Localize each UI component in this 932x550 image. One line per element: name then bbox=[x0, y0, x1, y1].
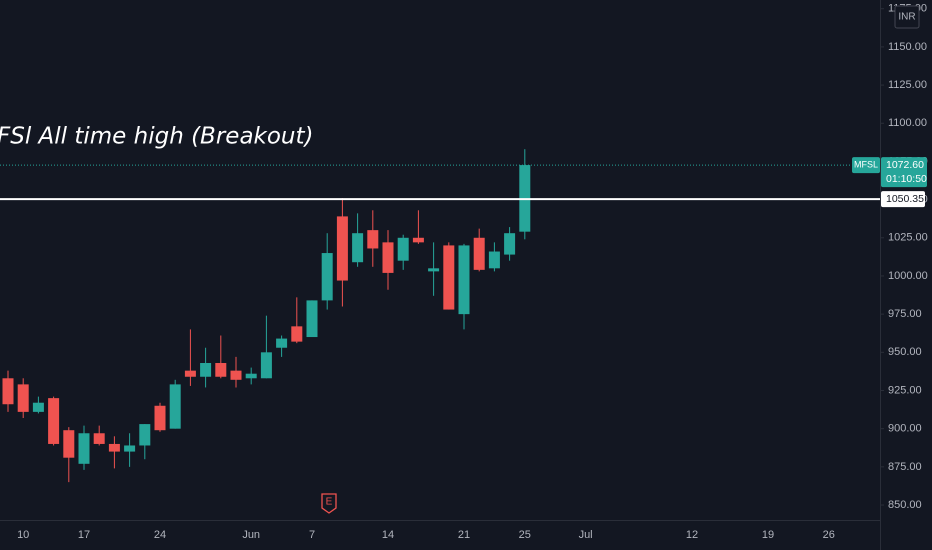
candle-body bbox=[124, 445, 136, 452]
y-tick-label: 850.00 bbox=[888, 499, 922, 511]
candle-body bbox=[63, 430, 75, 458]
candle-body bbox=[230, 370, 242, 380]
candle-body bbox=[336, 216, 348, 281]
candle-body bbox=[428, 268, 440, 272]
symbol-tag bbox=[852, 157, 880, 174]
x-tick-label: 12 bbox=[686, 529, 698, 541]
candle-body bbox=[473, 237, 485, 270]
x-tick-label: Jul bbox=[579, 529, 593, 541]
candle-body bbox=[2, 378, 14, 405]
candle-body bbox=[412, 237, 424, 243]
x-tick-label: 17 bbox=[78, 529, 90, 541]
y-tick-label: 875.00 bbox=[888, 461, 922, 473]
y-tick-label: 1025.00 bbox=[888, 232, 928, 244]
x-tick-label: 24 bbox=[154, 529, 166, 541]
x-tick-label: 14 bbox=[382, 529, 394, 541]
x-tick-label: 7 bbox=[309, 529, 315, 541]
candle-body bbox=[108, 443, 120, 452]
y-tick-label: 1000.00 bbox=[888, 270, 928, 282]
candle-body bbox=[78, 433, 90, 464]
annotation: FSl All time high (Breakout) bbox=[0, 124, 314, 150]
candle-body bbox=[245, 373, 257, 379]
plot-area bbox=[2, 149, 531, 483]
candle-body bbox=[184, 370, 196, 377]
candle-body bbox=[397, 237, 409, 261]
currency-label: INR bbox=[898, 12, 915, 23]
y-tick-label: 1125.00 bbox=[888, 79, 927, 91]
candle-body bbox=[260, 352, 272, 379]
candle-body bbox=[306, 300, 318, 338]
candle-body bbox=[32, 402, 44, 412]
candle-body bbox=[169, 384, 181, 429]
candle-body bbox=[321, 253, 333, 301]
candle-body bbox=[17, 384, 29, 412]
candle-body bbox=[352, 233, 364, 263]
x-tick-label: Jun bbox=[242, 529, 260, 541]
x-tick-label: 21 bbox=[458, 529, 470, 541]
x-tick-label: 25 bbox=[519, 529, 531, 541]
y-tick-label: 1150.00 bbox=[888, 41, 927, 53]
candle-body bbox=[382, 242, 394, 273]
candle-body bbox=[48, 398, 60, 444]
candle-body bbox=[276, 338, 288, 348]
y-tick-label: 950.00 bbox=[888, 346, 922, 358]
last-price-box bbox=[881, 157, 927, 188]
candle-body bbox=[139, 424, 151, 446]
y-tick-label: 900.00 bbox=[888, 423, 922, 435]
currency-box bbox=[894, 5, 920, 29]
event-marker: E bbox=[321, 493, 337, 514]
candle-body bbox=[367, 230, 379, 249]
candle-body bbox=[93, 433, 105, 444]
y-tick-label: 925.00 bbox=[888, 384, 922, 396]
candle-body bbox=[458, 245, 470, 315]
candle-body bbox=[443, 245, 455, 310]
x-tick-label: 10 bbox=[17, 529, 29, 541]
candle-body bbox=[154, 405, 166, 431]
candle-body bbox=[291, 326, 303, 342]
x-tick-label: 19 bbox=[762, 529, 774, 541]
horizontal-line-label-box bbox=[881, 191, 925, 208]
countdown-label: 01:10:50 bbox=[886, 173, 927, 185]
candle-body bbox=[504, 233, 516, 255]
x-tick-label: 26 bbox=[823, 529, 835, 541]
event-label: E bbox=[326, 497, 333, 508]
horizontal-line-label: 1050.35 bbox=[886, 193, 924, 205]
last-price-label: 1072.60 bbox=[886, 159, 924, 171]
y-tick-label: 1100.00 bbox=[888, 117, 927, 129]
candle-body bbox=[215, 363, 227, 377]
y-tick-label: 975.00 bbox=[888, 308, 922, 320]
symbol-label: MFSL bbox=[854, 159, 878, 169]
candle-body bbox=[200, 363, 212, 377]
candle-body bbox=[488, 251, 500, 269]
